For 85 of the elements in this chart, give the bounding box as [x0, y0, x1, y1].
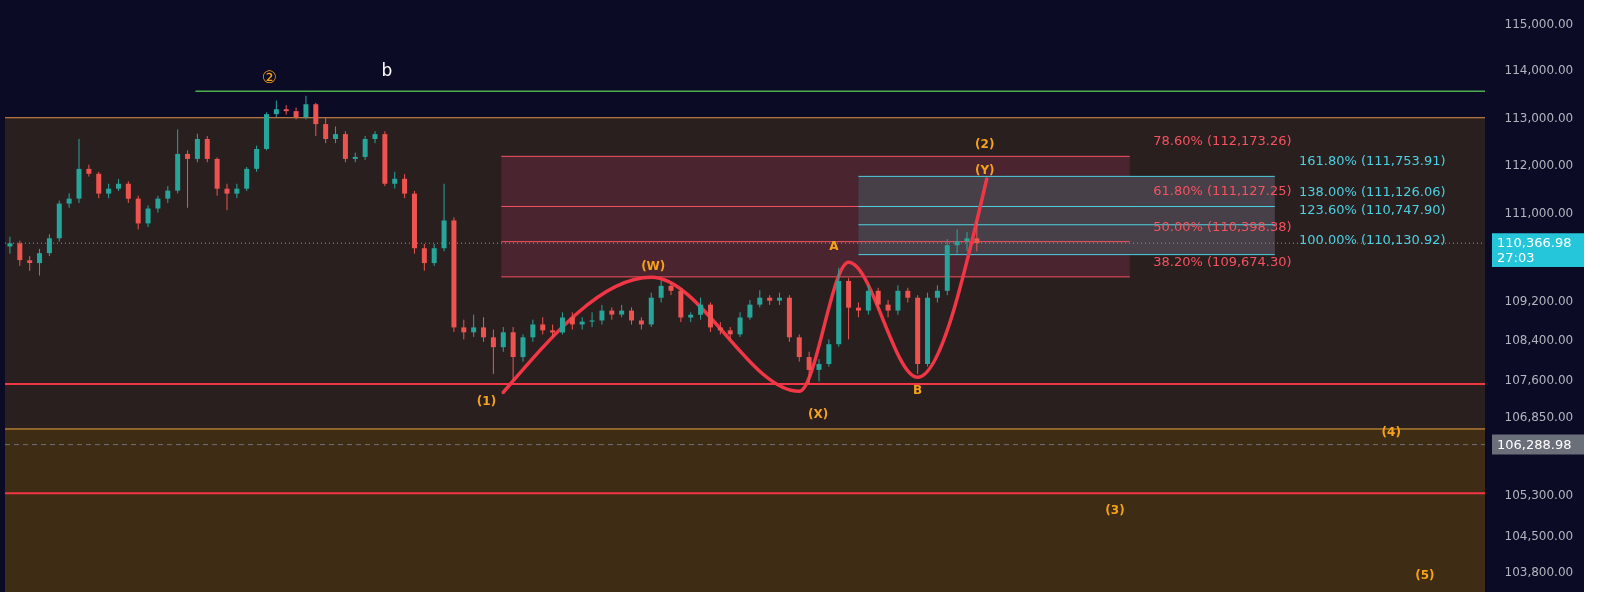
candlestick: [481, 316, 487, 343]
candlestick: [145, 204, 151, 228]
candlestick: [490, 329, 496, 375]
candlestick: [254, 145, 260, 173]
candlestick: [431, 243, 437, 267]
candlestick: [796, 333, 802, 363]
candlestick: [559, 311, 565, 335]
y-tick-label: 111,000.00: [1504, 206, 1574, 221]
candlestick: [66, 192, 72, 209]
candlestick: [96, 171, 102, 199]
ref-line-label: 110,366.98: [1497, 235, 1572, 251]
y-tick-label: 113,000.00: [1504, 110, 1574, 125]
candlestick: [599, 304, 605, 326]
candlestick: [865, 284, 871, 316]
candlestick: [37, 248, 43, 277]
ref-line-label: 78.60% (112,173.26): [1153, 133, 1292, 149]
annotation: (Y): [974, 163, 995, 177]
annotation: (1): [476, 394, 497, 408]
candlestick: [244, 166, 250, 192]
candlestick: [530, 319, 536, 343]
y-tick-label: 114,000.00: [1504, 63, 1574, 78]
candlestick: [234, 183, 240, 199]
annotation: (3): [1105, 503, 1125, 517]
candlestick: [806, 351, 812, 385]
candlestick: [362, 135, 368, 161]
candlestick: [471, 314, 477, 338]
y-tick-label: 115,000.00: [1504, 16, 1574, 31]
annotation: (4): [1381, 425, 1401, 439]
candlestick: [372, 130, 378, 144]
y-tick-label: 108,400.00: [1504, 332, 1574, 347]
y-tick-label: 106,850.00: [1504, 409, 1574, 424]
candlestick: [303, 95, 309, 120]
annotation: (W): [641, 259, 666, 273]
y-tick-label: 105,300.00: [1504, 488, 1574, 503]
candlestick: [313, 102, 319, 137]
candlestick: [964, 231, 970, 252]
candlestick: [185, 149, 191, 209]
candlestick: [17, 240, 23, 267]
candlestick: [402, 173, 408, 199]
candlestick: [7, 236, 13, 255]
ref-line-label: 100.00% (110,130.92): [1298, 231, 1446, 247]
annotation: (2): [975, 137, 995, 151]
candlestick: [885, 299, 891, 318]
ref-line-label: 138.00% (111,126.06): [1298, 183, 1446, 199]
y-tick-label: 109,200.00: [1504, 293, 1574, 308]
candlestick: [668, 282, 674, 296]
annotation: B: [913, 383, 923, 397]
candlestick: [46, 233, 52, 257]
candlestick: [589, 311, 595, 328]
candlestick: [895, 284, 901, 316]
candlestick: [974, 220, 980, 252]
y-tick-label: 112,000.00: [1504, 158, 1574, 173]
annotation: (X): [807, 407, 829, 421]
annotation: b: [381, 60, 393, 80]
candlestick: [421, 243, 427, 272]
candlestick: [86, 164, 92, 178]
ref-line-label: 161.80% (111,753.91): [1298, 153, 1446, 169]
ref-line-label: 61.80% (111,127.25): [1153, 183, 1292, 199]
candlestick: [204, 135, 210, 163]
candlestick: [125, 180, 131, 204]
candlestick: [224, 183, 230, 211]
candlestick: [737, 311, 743, 338]
candlestick: [520, 333, 526, 363]
y-tick-label: 103,800.00: [1504, 564, 1574, 579]
candlestick: [698, 297, 704, 321]
candlestick: [954, 228, 960, 255]
candlestick: [826, 338, 832, 368]
y-tick-label: 107,600.00: [1504, 372, 1574, 387]
annotation: ②: [261, 67, 278, 87]
text: 27:03: [1497, 250, 1535, 265]
y-tick-label: 104,500.00: [1504, 528, 1574, 543]
annotation: A: [829, 239, 840, 253]
candlestick: [658, 279, 664, 303]
candlestick: [875, 287, 881, 311]
ref-line-label: 106,288.98: [1497, 436, 1572, 452]
ref-line-label: 38.20% (109,674.30): [1153, 253, 1292, 269]
candlestick: [500, 326, 506, 353]
candlestick: [194, 133, 200, 163]
candlestick: [461, 319, 467, 340]
candlestick: [747, 299, 753, 321]
candlestick: [816, 358, 822, 382]
candlestick: [707, 302, 713, 333]
ref-line-label: 123.60% (110,747.90): [1298, 201, 1446, 217]
candlestick: [323, 116, 329, 144]
annotation: (5): [1415, 568, 1435, 582]
